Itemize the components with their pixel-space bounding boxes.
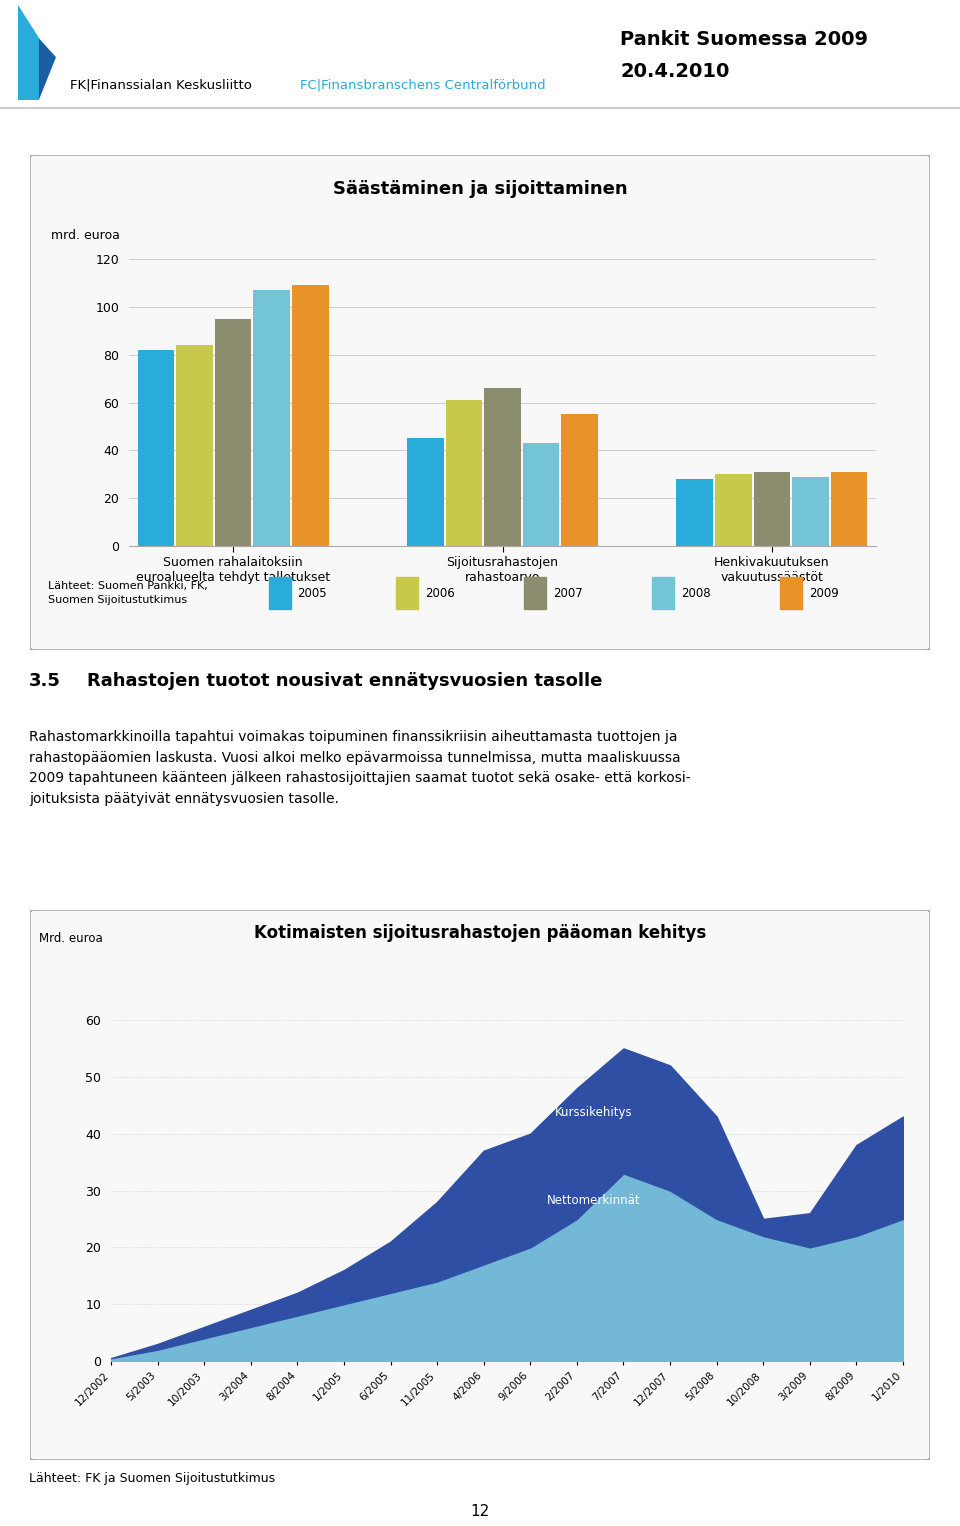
Text: Rahastojen tuotot nousivat ennätysvuosien tasolle: Rahastojen tuotot nousivat ennätysvuosie… xyxy=(87,671,603,690)
Bar xyxy=(484,388,521,546)
Polygon shape xyxy=(18,5,39,99)
Polygon shape xyxy=(39,38,56,99)
Bar xyxy=(396,577,419,609)
FancyBboxPatch shape xyxy=(30,909,930,1460)
Text: 3.5: 3.5 xyxy=(29,671,60,690)
Text: Kurssikehitys: Kurssikehitys xyxy=(555,1105,632,1119)
Bar xyxy=(407,438,444,546)
Text: 20.4.2010: 20.4.2010 xyxy=(620,63,730,81)
Bar xyxy=(652,577,674,609)
Text: Rahastomarkkinoilla tapahtui voimakas toipuminen finanssikriisin aiheuttamasta t: Rahastomarkkinoilla tapahtui voimakas to… xyxy=(29,729,690,806)
Text: 12: 12 xyxy=(470,1505,490,1518)
Bar xyxy=(522,443,560,546)
Bar xyxy=(253,290,290,546)
Text: Kotimaisten sijoitusrahastojen pääoman kehitys: Kotimaisten sijoitusrahastojen pääoman k… xyxy=(253,923,707,942)
Bar xyxy=(830,472,868,546)
Text: 2006: 2006 xyxy=(425,586,455,600)
Bar xyxy=(292,285,328,546)
Bar xyxy=(780,577,803,609)
Bar xyxy=(137,349,175,546)
FancyBboxPatch shape xyxy=(30,156,930,650)
Bar xyxy=(445,400,482,546)
Text: Nettomerkinnät: Nettomerkinnät xyxy=(546,1195,640,1207)
Bar xyxy=(677,479,713,546)
Text: FC|Finansbranschens Centralförbund: FC|Finansbranschens Centralförbund xyxy=(300,79,545,92)
Bar xyxy=(792,476,828,546)
Text: 2005: 2005 xyxy=(298,586,327,600)
Text: mrd. euroa: mrd. euroa xyxy=(51,229,119,241)
Text: 2009: 2009 xyxy=(809,586,839,600)
Text: FK|Finanssialan Keskusliitto: FK|Finanssialan Keskusliitto xyxy=(70,79,256,92)
Text: Mrd. euroa: Mrd. euroa xyxy=(39,932,103,945)
Bar xyxy=(754,472,790,546)
Text: 2008: 2008 xyxy=(682,586,711,600)
Text: Säästäminen ja sijoittaminen: Säästäminen ja sijoittaminen xyxy=(333,180,627,198)
Text: 2007: 2007 xyxy=(553,586,583,600)
Bar xyxy=(715,475,752,546)
Text: Pankit Suomessa 2009: Pankit Suomessa 2009 xyxy=(620,31,868,49)
Bar xyxy=(176,345,213,546)
Bar xyxy=(562,415,598,546)
Bar xyxy=(524,577,546,609)
Bar xyxy=(269,577,291,609)
Bar xyxy=(215,319,252,546)
Text: Lähteet: FK ja Suomen Sijoitustutkimus: Lähteet: FK ja Suomen Sijoitustutkimus xyxy=(29,1473,275,1485)
Text: Lähteet: Suomen Pankki, FK,
Suomen Sijoitustutkimus: Lähteet: Suomen Pankki, FK, Suomen Sijoi… xyxy=(48,581,207,604)
